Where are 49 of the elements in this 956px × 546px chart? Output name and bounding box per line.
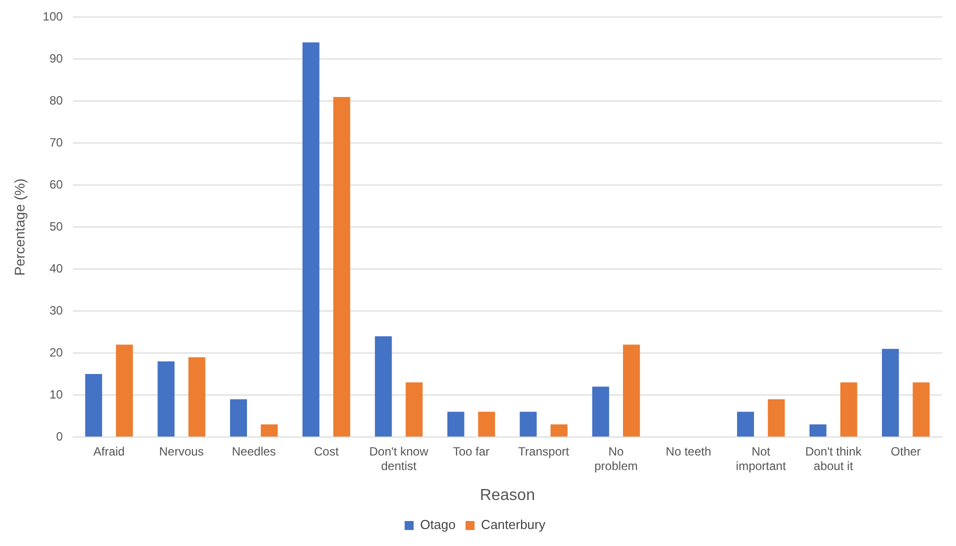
bar [737, 412, 754, 436]
y-tick-label: 80 [49, 93, 64, 108]
bar [85, 374, 102, 436]
x-tick-label: Not important [736, 444, 787, 473]
bar [840, 382, 858, 436]
x-tick-label: Cost [314, 444, 340, 459]
bar [550, 424, 568, 436]
x-tick-label: No problem [594, 444, 638, 473]
bar [188, 357, 206, 436]
bar [116, 344, 133, 436]
bar [809, 424, 826, 436]
bar [912, 382, 930, 436]
bar [333, 96, 350, 436]
y-tick-label: 40 [49, 261, 64, 276]
x-tick-label: Other [890, 444, 921, 459]
y-tick-label: 30 [49, 303, 64, 318]
y-tick-label: 10 [49, 387, 64, 402]
x-tick-label: No teeth [666, 444, 712, 459]
bar [374, 336, 392, 436]
x-tick-label: Don't know dentist [369, 444, 429, 473]
x-tick-label: Needles [232, 444, 276, 459]
bar [520, 412, 537, 436]
bar [406, 382, 423, 436]
y-axis-title: Percentage (%) [11, 178, 28, 276]
x-tick-label: Afraid [93, 444, 125, 459]
y-tick-label: 20 [49, 345, 64, 360]
bar [768, 399, 785, 436]
y-tick-label: 0 [56, 429, 64, 444]
y-tick-label: 50 [49, 219, 64, 234]
legend-label: Otago [420, 517, 456, 532]
x-tick-label: Don't think about it [805, 444, 863, 473]
bar [622, 344, 640, 436]
bar [882, 348, 899, 436]
x-tick-label: Too far [452, 444, 490, 459]
bar [302, 42, 320, 436]
x-tick-label: Transport [518, 444, 570, 459]
bar [260, 424, 278, 436]
y-tick-label: 90 [49, 51, 64, 66]
legend-label: Canterbury [481, 517, 546, 532]
x-axis-title: Reason [480, 486, 535, 504]
bar [158, 361, 175, 436]
y-tick-label: 60 [49, 177, 64, 192]
bar [592, 386, 610, 436]
x-tick-label: Nervous [159, 444, 204, 459]
y-tick-label: 70 [49, 135, 64, 150]
bar [478, 412, 496, 436]
bar [447, 412, 464, 436]
bar [230, 399, 247, 436]
y-tick-label: 100 [42, 10, 64, 24]
